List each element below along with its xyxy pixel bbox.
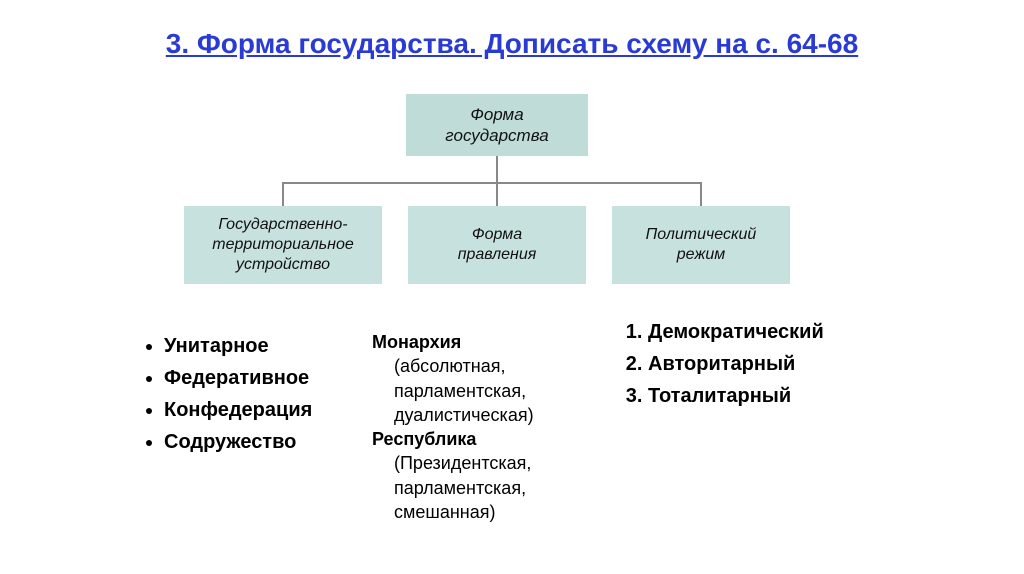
government-subline: дуалистическая) [372, 403, 534, 427]
connector-right [700, 182, 702, 206]
government-head: Республика [372, 427, 534, 451]
node-regime-line1: Политический [646, 225, 757, 245]
connector-top [496, 156, 498, 182]
government-subline: (Президентская, [372, 451, 534, 475]
node-territorial-line1: Государственно- [212, 215, 354, 235]
regime-item: Авторитарный [648, 348, 824, 380]
regime-list: ДемократическийАвторитарныйТоталитарный [620, 316, 824, 412]
node-territorial: Государственно- территориальное устройст… [184, 206, 382, 284]
node-government: Форма правления [408, 206, 586, 284]
connector-bus [282, 182, 702, 184]
government-subline: смешанная) [372, 500, 534, 524]
node-territorial-line2: территориальное [212, 235, 354, 255]
node-government-line1: Форма [458, 225, 537, 245]
territorial-item: Содружество [164, 426, 312, 458]
node-root: Форма государства [406, 94, 588, 156]
node-regime-line2: режим [646, 245, 757, 265]
government-subline: (абсолютная, [372, 354, 534, 378]
node-root-line1: Форма [445, 104, 548, 125]
territorial-item: Конфедерация [164, 394, 312, 426]
page-title: 3. Форма государства. Дописать схему на … [0, 28, 1024, 60]
government-subline: парламентская, [372, 476, 534, 500]
territorial-list: УнитарноеФедеративноеКонфедерацияСодруже… [140, 330, 312, 458]
regime-item: Демократический [648, 316, 824, 348]
government-list: Монархия(абсолютная,парламентская,дуалис… [372, 330, 534, 524]
territorial-item: Федеративное [164, 362, 312, 394]
government-head: Монархия [372, 330, 534, 354]
node-root-line2: государства [445, 125, 548, 146]
connector-left [282, 182, 284, 206]
connector-center [496, 182, 498, 206]
regime-item: Тоталитарный [648, 380, 824, 412]
node-regime: Политический режим [612, 206, 790, 284]
node-government-line2: правления [458, 245, 537, 265]
government-subline: парламентская, [372, 379, 534, 403]
territorial-item: Унитарное [164, 330, 312, 362]
node-territorial-line3: устройство [212, 255, 354, 275]
